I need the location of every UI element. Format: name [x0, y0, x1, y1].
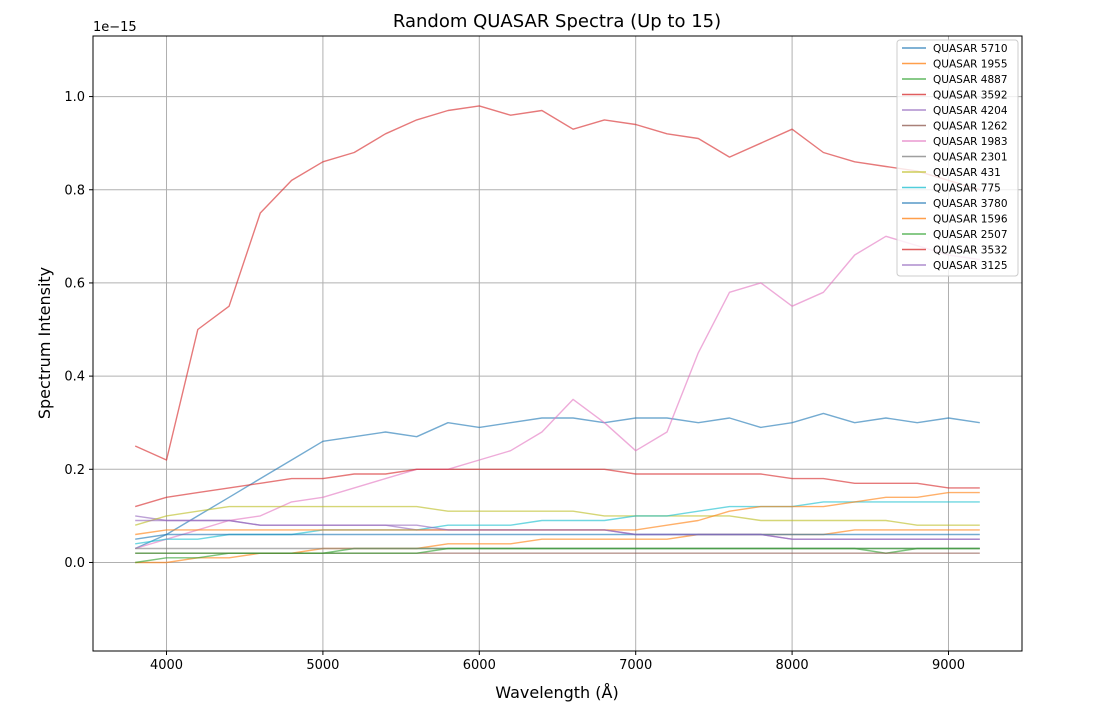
series-line-14 — [135, 468, 980, 508]
legend-label: QUASAR 775 — [933, 182, 1001, 194]
series-line-7 — [135, 235, 980, 550]
y-tick-label: 0.4 — [64, 370, 85, 385]
x-tick-label: 7000 — [619, 658, 652, 673]
y-tick-label: 0.6 — [64, 276, 85, 291]
x-tick-label: 8000 — [776, 658, 809, 673]
series-line-15 — [135, 519, 980, 540]
grid — [93, 36, 1022, 651]
legend-label: QUASAR 1983 — [933, 136, 1008, 148]
series-line-13 — [135, 547, 980, 554]
legend-label: QUASAR 3532 — [933, 244, 1008, 256]
legend-label: QUASAR 3780 — [933, 198, 1008, 210]
axis-ticks: 4000 5000 6000 7000 8000 9000 0.0 0.2 0.4 0.6 0.8 1… — [64, 90, 965, 673]
legend-label: QUASAR 2507 — [933, 229, 1008, 241]
y-tick-label: 0.0 — [64, 556, 85, 571]
y-axis-label: Spectrum Intensity — [35, 267, 54, 419]
series-line-11 — [135, 533, 980, 540]
x-tick-label: 6000 — [463, 658, 496, 673]
y-tick-label: 0.2 — [64, 463, 85, 478]
legend-label: QUASAR 2301 — [933, 151, 1008, 163]
x-tick-label: 5000 — [306, 658, 339, 673]
y-offset-text: 1e−15 — [93, 20, 137, 35]
legend-label: QUASAR 3125 — [933, 260, 1008, 272]
legend-label: QUASAR 1262 — [933, 120, 1008, 132]
y-tick-label: 0.8 — [64, 183, 85, 198]
series-lines — [134, 105, 980, 564]
plot-frame — [92, 35, 1023, 652]
legend-label: QUASAR 4887 — [933, 74, 1008, 86]
series-line-9 — [135, 505, 980, 526]
legend-label: QUASAR 3592 — [933, 89, 1008, 101]
x-tick-label: 9000 — [932, 658, 965, 673]
series-line-4 — [134, 105, 980, 461]
legend-label: QUASAR 1596 — [933, 213, 1008, 225]
y-tick-label: 1.0 — [64, 90, 85, 105]
legend-label: QUASAR 431 — [933, 167, 1001, 179]
legend-label: QUASAR 1955 — [933, 58, 1008, 70]
legend-label: QUASAR 5710 — [933, 43, 1008, 55]
legend: QUASAR 5710 QUASAR 1955 QUASAR 4887 QUASAR … — [896, 39, 1019, 277]
x-axis-label: Wavelength (Å) — [495, 683, 618, 702]
legend-box — [896, 39, 1019, 277]
legend-items: QUASAR 5710 QUASAR 1955 QUASAR 4887 QUASAR … — [902, 43, 1008, 272]
legend-label: QUASAR 4204 — [933, 105, 1008, 117]
chart-title: Random QUASAR Spectra (Up to 15) — [393, 11, 721, 32]
x-tick-label: 4000 — [150, 658, 183, 673]
series-line-1 — [134, 412, 980, 550]
